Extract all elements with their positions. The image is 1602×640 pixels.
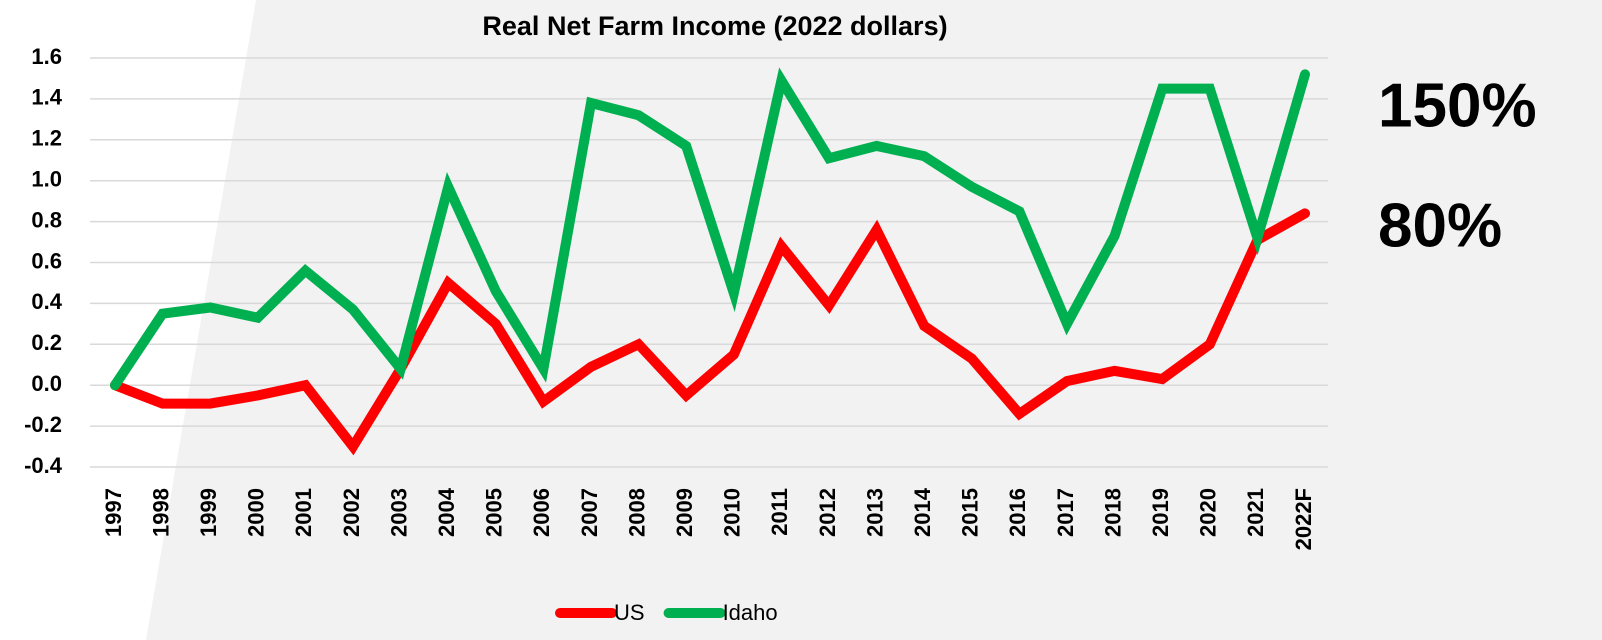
x-tick-label: 2007 bbox=[577, 488, 602, 537]
x-tick-label: 1998 bbox=[148, 488, 173, 537]
x-tick-label: 2019 bbox=[1148, 488, 1173, 537]
y-tick-label: 0.8 bbox=[31, 207, 62, 232]
x-tick-label: 2001 bbox=[291, 488, 316, 537]
x-tick-label: 1999 bbox=[196, 488, 221, 537]
series-line bbox=[110, 67, 1310, 391]
chart-title: Real Net Farm Income (2022 dollars) bbox=[482, 11, 947, 41]
y-tick-label: 0.2 bbox=[31, 330, 62, 355]
y-tick-label: 0.4 bbox=[31, 289, 62, 314]
annotation: 150% bbox=[1378, 71, 1537, 140]
x-tick-label: 2004 bbox=[434, 487, 459, 537]
x-tick-label: 2020 bbox=[1196, 488, 1221, 537]
x-tick-label: 2002 bbox=[339, 488, 364, 537]
y-tick-label: 1.6 bbox=[31, 44, 62, 69]
series-line bbox=[110, 208, 1310, 456]
legend: US Idaho bbox=[555, 600, 778, 625]
legend-label: Idaho bbox=[723, 600, 778, 625]
grid: -0.4 -0.2 0.0 0.2 0.4 0.6 0.8 1.0 1.2 1.4 1.6 1997 1… bbox=[24, 44, 1328, 550]
x-tick-label: 2015 bbox=[958, 488, 983, 537]
y-tick-label: 1.0 bbox=[31, 167, 62, 192]
x-tick-label: 2017 bbox=[1053, 488, 1078, 537]
plot bbox=[110, 67, 1310, 456]
x-tick-label: 2009 bbox=[672, 488, 697, 537]
x-tick-label: 2022F bbox=[1291, 488, 1316, 550]
x-tick-label: 2006 bbox=[529, 488, 554, 537]
y-tick-label: 0.6 bbox=[31, 248, 62, 273]
x-tick-label: 2012 bbox=[815, 488, 840, 537]
background-accent bbox=[0, 0, 256, 640]
x-tick-label: 2011 bbox=[767, 488, 792, 536]
y-tick-label: -0.4 bbox=[24, 453, 63, 478]
x-tick-label: 2014 bbox=[910, 487, 935, 537]
y-tick-label: 1.2 bbox=[31, 126, 62, 151]
x-tick-label: 2005 bbox=[482, 488, 507, 537]
x-tick-label: 2018 bbox=[1100, 488, 1125, 537]
x-tick-label: 2021 bbox=[1243, 488, 1268, 537]
x-tick-label: 2003 bbox=[386, 488, 411, 537]
y-tick-label: -0.2 bbox=[24, 412, 62, 437]
x-tick-label: 2013 bbox=[862, 488, 887, 537]
x-tick-label: 2016 bbox=[1005, 488, 1030, 537]
x-tick-label: 1997 bbox=[101, 488, 126, 537]
x-tick-label: 2000 bbox=[244, 488, 269, 537]
y-tick-label: 1.4 bbox=[31, 85, 62, 110]
x-tick-label: 2010 bbox=[720, 488, 745, 537]
y-tick-label: 0.0 bbox=[31, 371, 62, 396]
x-tick-label: 2008 bbox=[624, 488, 649, 537]
legend-label: US bbox=[614, 600, 645, 625]
annotation: 80% bbox=[1378, 191, 1502, 260]
